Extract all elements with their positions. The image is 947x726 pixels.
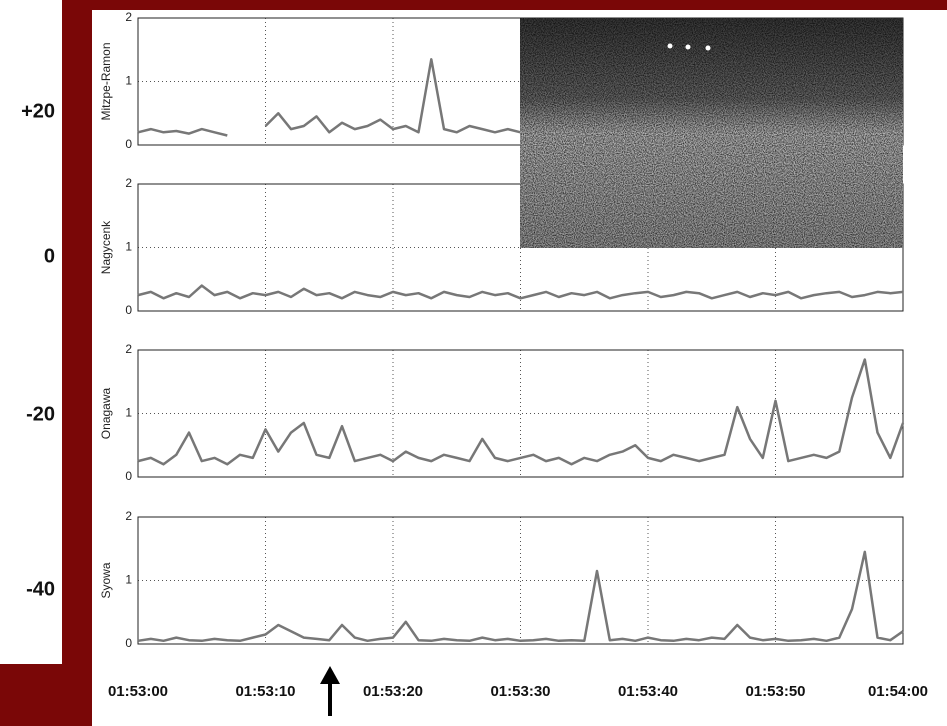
x-tick-label: 01:53:30 — [490, 683, 550, 700]
station-name: Onagawa — [99, 387, 113, 439]
image-spot — [667, 43, 673, 49]
y-tick-label: 0 — [125, 636, 132, 650]
x-tick-label: 01:53:20 — [363, 683, 423, 700]
y-tick-label: 0 — [125, 137, 132, 151]
image-spot — [685, 44, 691, 50]
latitude-label: -20 — [26, 403, 55, 425]
left-strip — [0, 0, 62, 664]
x-tick-label: 01:53:40 — [618, 683, 678, 700]
station-name: Syowa — [99, 562, 113, 598]
y-tick-label: 1 — [125, 240, 132, 254]
trace — [137, 550, 904, 643]
trace — [137, 358, 905, 466]
axes-box — [137, 349, 904, 478]
latitude-label: -40 — [26, 578, 55, 600]
image-spot — [705, 45, 711, 51]
y-tick-label: 1 — [125, 406, 132, 420]
x-tick-label: 01:53:00 — [108, 683, 168, 700]
trace — [137, 284, 904, 300]
x-tick-label: 01:54:00 — [868, 683, 928, 700]
x-tick-label: 01:53:10 — [235, 683, 295, 700]
y-tick-label: 0 — [125, 469, 132, 483]
y-tick-label: 0 — [125, 303, 132, 317]
latitude-label: 0 — [44, 245, 55, 267]
arrow — [320, 666, 340, 716]
y-tick-label: 1 — [125, 573, 132, 587]
inset-image — [520, 18, 903, 248]
y-tick-label: 2 — [125, 10, 132, 24]
y-tick-label: 2 — [125, 509, 132, 523]
axes-box — [137, 516, 904, 645]
arrow-head — [320, 666, 340, 684]
plots: +20 0 -20 -40 0 1 2 Mitzpe-Ramon 0 1 2 Nagycenk 0 1 2 O… — [21, 10, 928, 700]
trace — [137, 58, 521, 137]
x-tick-label: 01:53:50 — [745, 683, 805, 700]
station-name: Mitzpe-Ramon — [99, 42, 113, 120]
image-noise — [520, 18, 903, 248]
y-tick-label: 2 — [125, 176, 132, 190]
y-tick-label: 2 — [125, 342, 132, 356]
station-name: Nagycenk — [99, 220, 113, 274]
y-tick-label: 1 — [125, 74, 132, 88]
latitude-label: +20 — [21, 100, 55, 122]
